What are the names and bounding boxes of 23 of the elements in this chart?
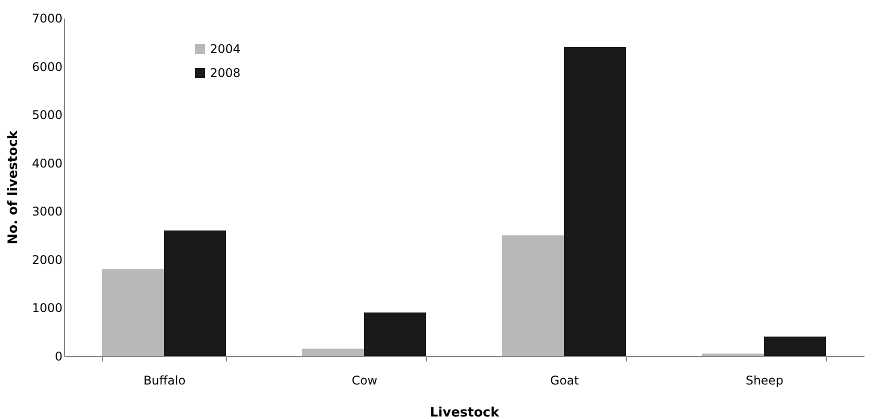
legend-label: 2004	[210, 42, 241, 56]
y-tick-label: 0	[54, 350, 62, 364]
x-tick-label: Cow	[352, 374, 378, 388]
x-axis-title: Livestock	[430, 406, 500, 419]
y-axis-title: No. of livestock	[6, 130, 21, 244]
bar	[102, 269, 164, 356]
y-tick-label: 6000	[32, 60, 62, 74]
bar	[502, 235, 564, 356]
y-tick-label: 5000	[32, 108, 62, 122]
legend-label: 2008	[210, 66, 241, 80]
bar	[164, 230, 226, 356]
y-tick-label: 1000	[32, 301, 62, 316]
bar	[564, 46, 626, 356]
y-tick-label: 7000	[32, 12, 62, 26]
x-tick-label: Buffalo	[143, 374, 186, 388]
bar	[302, 348, 364, 356]
y-tick-label: 3000	[32, 204, 62, 219]
bar	[764, 336, 826, 356]
bar	[364, 312, 426, 356]
x-tick-label: Goat	[550, 374, 580, 388]
x-tick-label: Sheep	[746, 374, 784, 388]
y-tick-label: 2000	[32, 252, 62, 267]
y-tick-label: 4000	[32, 156, 62, 170]
